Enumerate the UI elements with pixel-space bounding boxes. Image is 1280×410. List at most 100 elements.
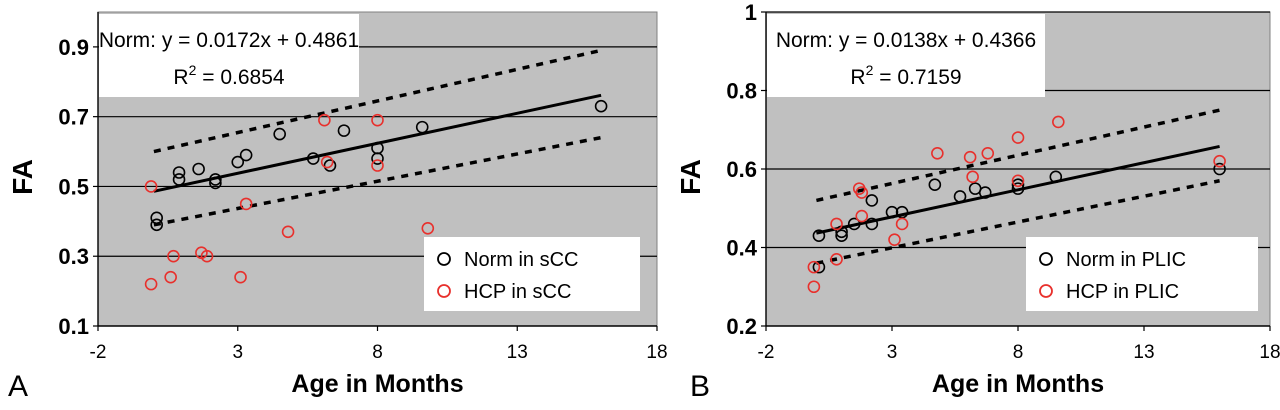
data-point: [1011, 131, 1025, 144]
data-point: [415, 120, 429, 134]
data-point: [421, 222, 435, 235]
data-point: [1011, 178, 1025, 191]
data-point: [807, 260, 821, 274]
data-point: [209, 176, 222, 190]
r-squared-superscript: 2: [189, 62, 197, 78]
data-point: [865, 194, 879, 207]
r-squared-prefix: R: [850, 66, 865, 89]
data-point: [371, 113, 384, 127]
equation-box: [767, 14, 1045, 97]
x-tick-label: -2: [758, 342, 775, 363]
data-point: [144, 180, 158, 193]
y-axis-label: FA: [675, 159, 706, 195]
x-axis-label: Age in Months: [291, 370, 463, 398]
data-point: [855, 209, 869, 223]
r-squared-value: = 0.6854: [196, 66, 284, 89]
legend-entry: Norm in sCC: [464, 249, 578, 271]
data-point: [371, 159, 384, 172]
data-point: [931, 147, 944, 160]
data-point: [323, 159, 337, 172]
data-point: [320, 155, 334, 169]
data-point: [1213, 154, 1226, 168]
y-tick-label: 0.9: [58, 35, 89, 60]
data-point: [594, 99, 608, 113]
data-point: [885, 205, 899, 219]
confidence-band-line: [816, 179, 1220, 265]
equation-text: Norm: y = 0.0172x + 0.4861: [99, 29, 359, 52]
y-tick-label: 0.1: [58, 314, 89, 339]
y-tick-label: 0.3: [58, 244, 89, 269]
data-point: [200, 249, 214, 263]
data-point: [812, 260, 826, 274]
x-tick-label: 8: [372, 342, 383, 363]
data-point: [953, 190, 967, 203]
data-point: [281, 225, 295, 239]
data-point: [830, 252, 843, 266]
panel-b: 0.2 0.4 0.6 0.8 1 -2 3 8 13 18 FA Age in Months B Nor…: [675, 0, 1280, 403]
legend-box: [1026, 237, 1258, 311]
y-tick-label: 1: [745, 0, 757, 25]
data-point: [167, 249, 180, 263]
data-point: [371, 152, 384, 165]
panel-label: B: [690, 370, 710, 403]
x-tick-label: -2: [90, 342, 107, 363]
legend-entry: HCP in sCC: [464, 281, 571, 303]
equation-text: Norm: y = 0.0138x + 0.4366: [776, 29, 1036, 52]
data-point: [273, 127, 286, 141]
data-point: [318, 113, 331, 127]
legend-box: [424, 237, 640, 311]
data-point: [1011, 174, 1025, 188]
data-point: [1049, 170, 1063, 184]
data-point: [306, 152, 320, 165]
data-point: [981, 147, 995, 160]
data-point: [231, 155, 245, 169]
data-point: [847, 217, 861, 231]
x-tick-label: 18: [1259, 342, 1280, 363]
data-point: [172, 166, 186, 179]
x-tick-label: 3: [232, 342, 243, 363]
data-point: [865, 217, 879, 231]
legend-entry: Norm in PLIC: [1066, 249, 1186, 271]
x-tick-label: 13: [1133, 342, 1154, 363]
r-squared-text: R2 = 0.7159: [850, 62, 961, 89]
data-point: [963, 150, 977, 164]
data-point: [830, 217, 843, 231]
y-tick-label: 0.8: [726, 79, 757, 104]
data-point: [966, 170, 979, 184]
x-tick-label: 18: [646, 342, 667, 363]
data-point: [172, 173, 186, 186]
x-tick-label: 13: [507, 342, 528, 363]
data-point: [234, 270, 247, 284]
data-point: [928, 178, 942, 191]
y-tick-label: 0.4: [726, 236, 757, 261]
data-point: [164, 270, 177, 284]
equation-box: [99, 14, 359, 97]
x-axis-label: Age in Months: [932, 370, 1104, 398]
panel-label: A: [8, 370, 28, 403]
data-point: [978, 186, 992, 199]
data-point: [855, 186, 869, 199]
data-point: [337, 124, 351, 137]
data-point: [812, 229, 826, 243]
data-point: [150, 218, 163, 232]
y-tick-label: 0.6: [726, 157, 757, 182]
data-point: [192, 162, 205, 176]
legend-marker: [1039, 252, 1053, 266]
data-point: [239, 197, 253, 211]
r-squared-superscript: 2: [866, 62, 874, 78]
confidence-band-line: [153, 48, 602, 154]
r-squared-prefix: R: [173, 66, 188, 89]
data-point: [807, 280, 821, 294]
data-point: [150, 211, 163, 225]
y-tick-label: 0.5: [58, 174, 89, 199]
data-point: [888, 233, 901, 246]
x-tick-label: 3: [887, 342, 898, 363]
data-point: [144, 277, 158, 291]
confidence-band-line: [153, 135, 602, 227]
x-tick-label: 8: [1013, 342, 1024, 363]
r-squared-text: R2 = 0.6854: [173, 62, 284, 89]
legend-marker: [1039, 284, 1053, 298]
r-squared-value: = 0.7159: [873, 66, 961, 89]
